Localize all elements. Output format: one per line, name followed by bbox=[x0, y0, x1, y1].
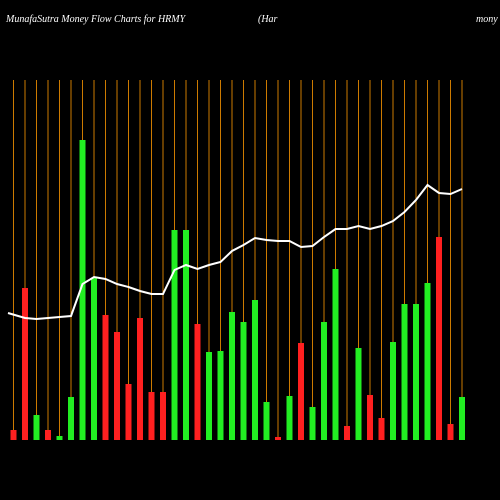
bar bbox=[332, 269, 339, 440]
bar bbox=[206, 352, 212, 440]
bar bbox=[263, 402, 270, 440]
bar bbox=[355, 348, 362, 440]
bar bbox=[252, 300, 258, 440]
bar bbox=[183, 230, 189, 440]
bar bbox=[114, 332, 120, 440]
bar bbox=[33, 415, 40, 440]
bar bbox=[91, 278, 97, 440]
bar bbox=[45, 430, 51, 440]
money-flow-line bbox=[7, 183, 463, 321]
bar bbox=[424, 283, 431, 440]
bar bbox=[194, 324, 201, 440]
bar bbox=[171, 230, 178, 440]
bar bbox=[286, 396, 293, 440]
bar bbox=[378, 418, 385, 440]
bar bbox=[447, 424, 454, 440]
bar bbox=[309, 407, 316, 440]
bar bbox=[298, 343, 304, 440]
chart-title: MunafaSutra Money Flow Charts for HRMY bbox=[5, 14, 187, 25]
bar bbox=[240, 322, 247, 440]
bar bbox=[413, 304, 419, 440]
bar bbox=[10, 430, 17, 440]
bar bbox=[344, 426, 350, 440]
bar bbox=[137, 318, 143, 440]
bar bbox=[56, 436, 63, 440]
bar bbox=[22, 288, 28, 440]
bar bbox=[436, 237, 442, 440]
bar bbox=[321, 322, 327, 440]
bar bbox=[160, 392, 166, 440]
bar bbox=[148, 392, 155, 440]
bar bbox=[102, 315, 109, 440]
bar bbox=[459, 397, 465, 440]
chart-title-part: mony bbox=[476, 14, 498, 25]
bar bbox=[79, 140, 86, 440]
bar bbox=[217, 351, 224, 440]
bar bbox=[229, 312, 235, 440]
bar bbox=[367, 395, 373, 440]
bar bbox=[275, 437, 281, 440]
bar bbox=[390, 342, 396, 440]
chart-title-part: (Har bbox=[258, 14, 278, 25]
bar bbox=[125, 384, 132, 440]
bar bbox=[401, 304, 408, 440]
bar bbox=[68, 397, 74, 440]
